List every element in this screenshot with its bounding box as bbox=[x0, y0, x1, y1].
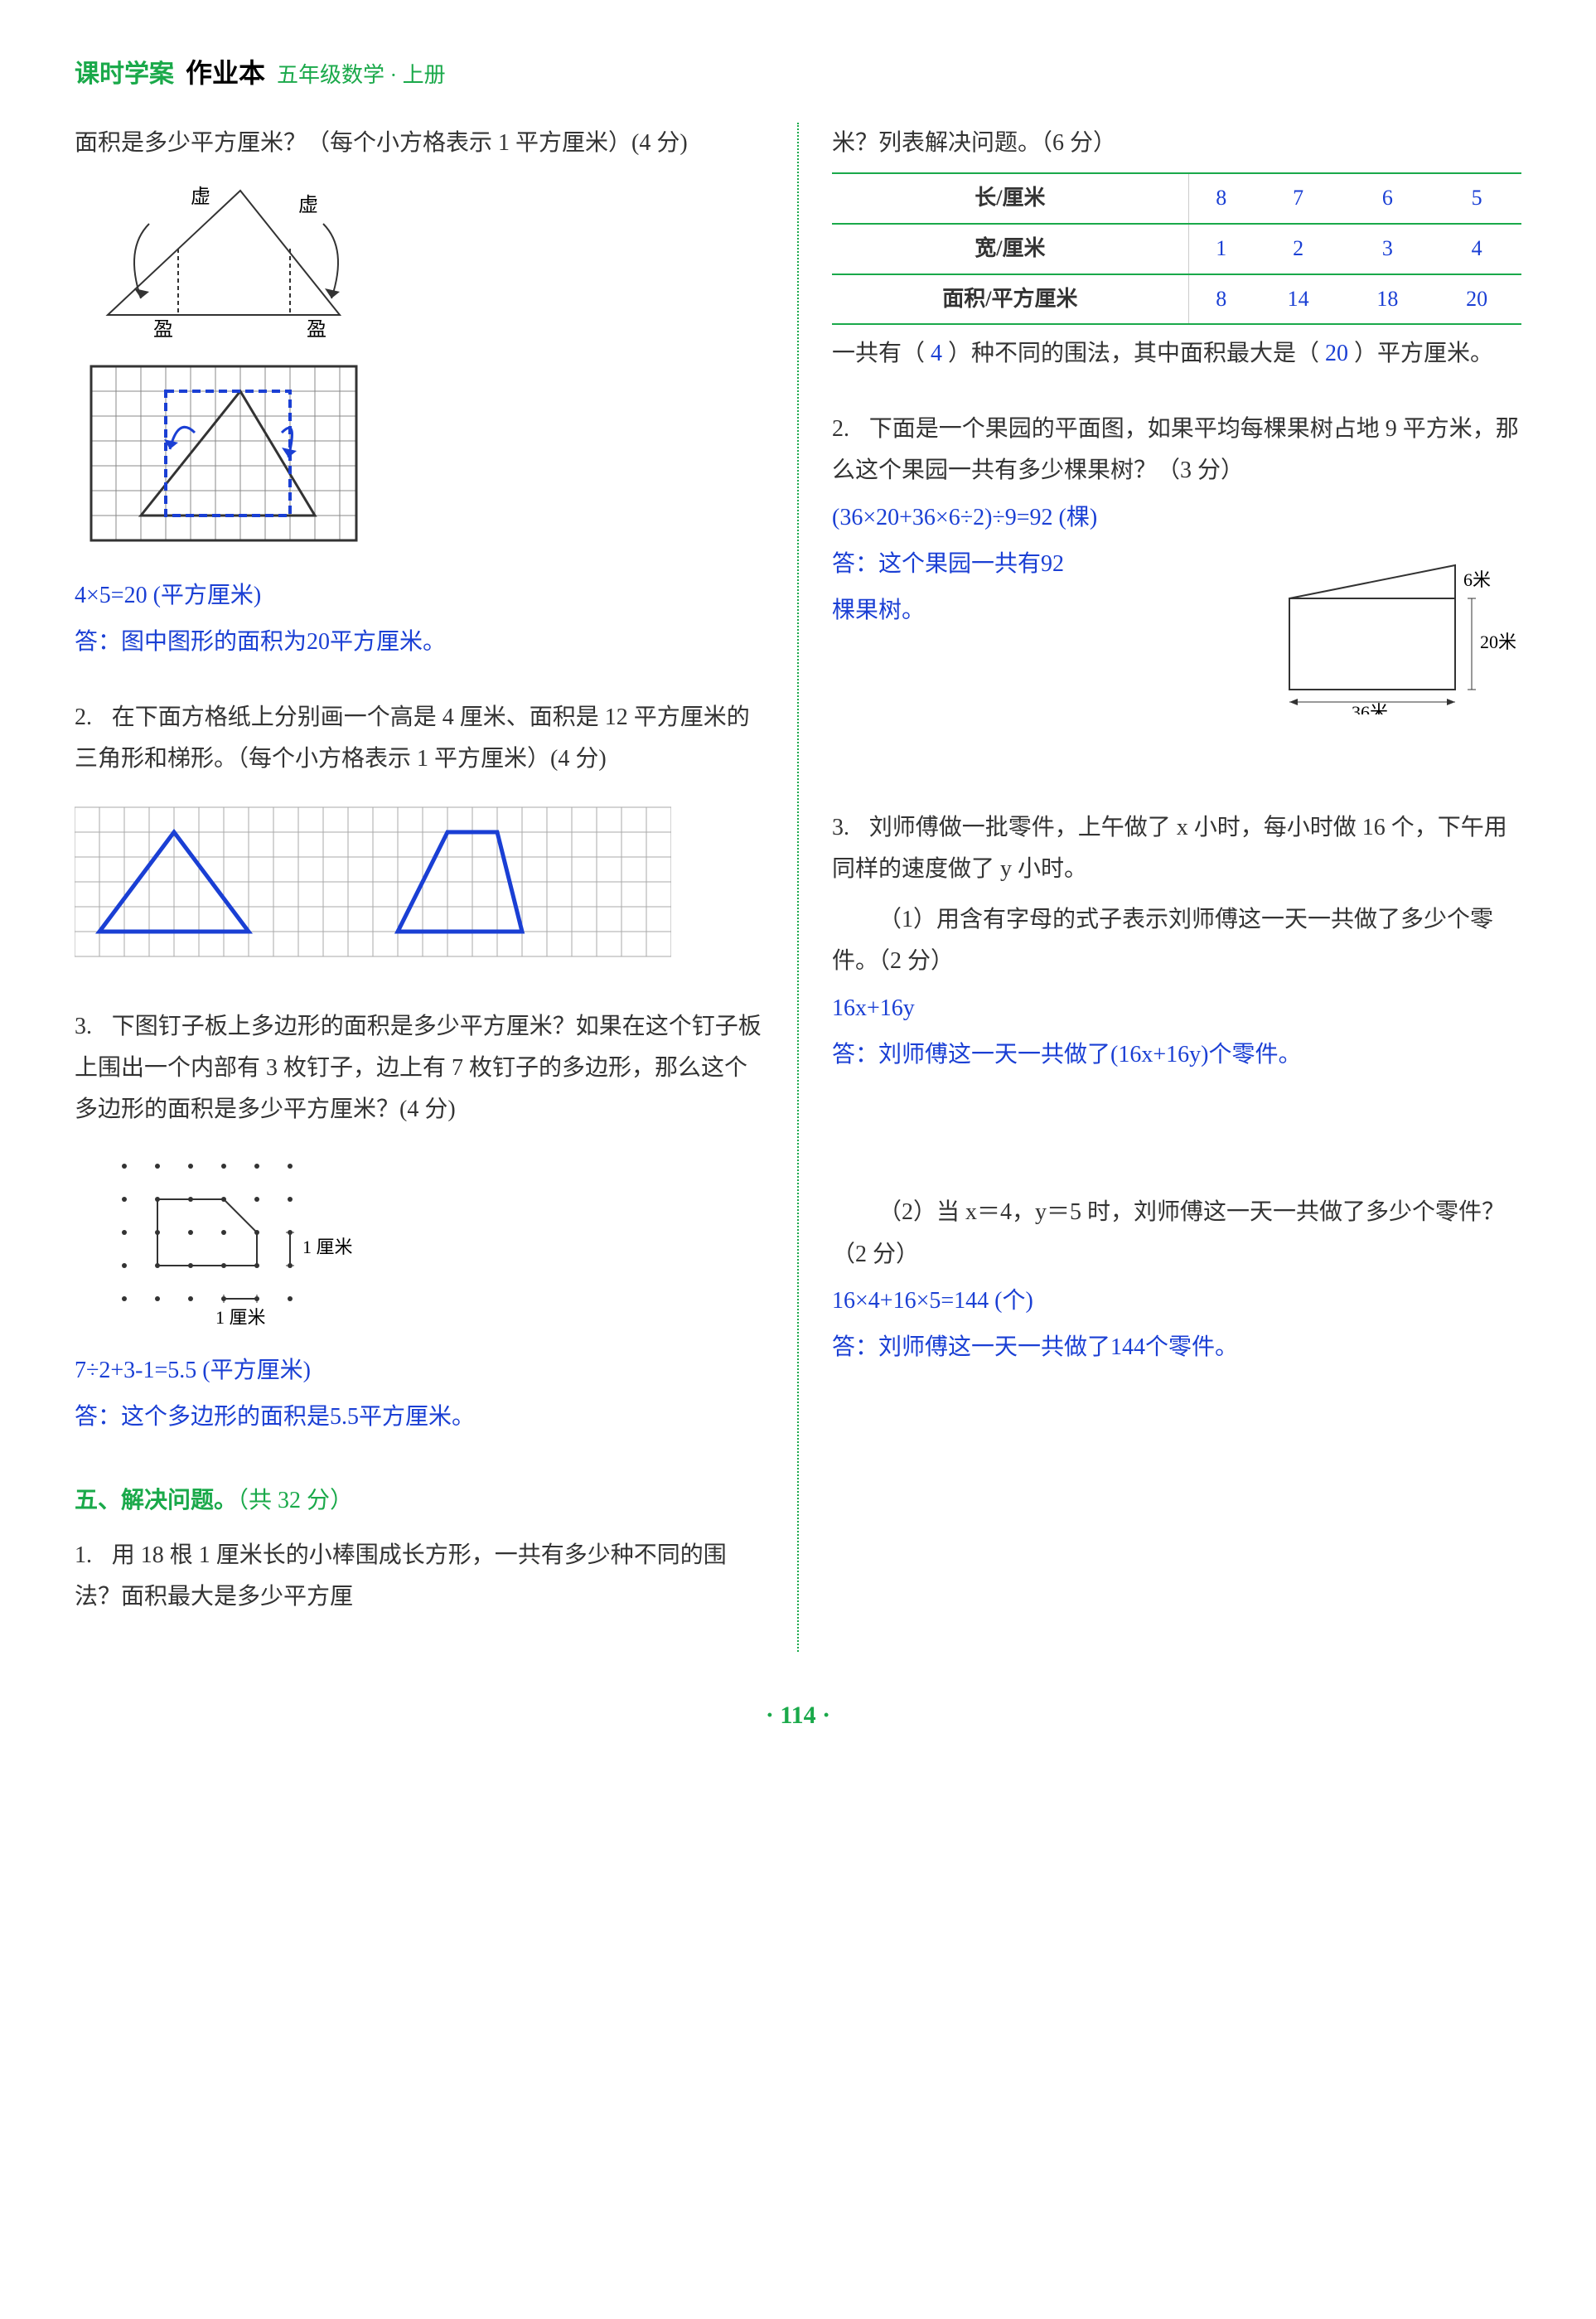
left-q3-text: 3.下图钉子板上多边形的面积是多少平方厘米？如果在这个钉子板上围出一个内部有 3… bbox=[75, 1006, 764, 1131]
left-column: 面积是多少平方厘米？（每个小方格表示 1 平方厘米）(4 分) 虚 虚 盈 盈 bbox=[75, 123, 764, 1652]
dim-bottom: 36米 bbox=[1352, 702, 1388, 714]
table-cell: 14 bbox=[1254, 274, 1343, 325]
brand-subtitle: 五年级数学 · 上册 bbox=[277, 56, 446, 95]
dim-right: 20米 bbox=[1480, 632, 1516, 652]
label-xu2: 虚 bbox=[298, 194, 318, 216]
left-q1-calc: 4×5=20 (平方厘米) bbox=[75, 575, 764, 617]
right-q2-calc: (36×20+36×6÷2)÷9=92 (棵) bbox=[832, 497, 1521, 539]
right-q2-ans2: 棵果树。 bbox=[832, 590, 1256, 632]
right-q2: 2.下面是一个果园的平面图，如果平均每棵果树占地 9 平方米，那么这个果园一共有… bbox=[832, 409, 1521, 724]
right-q3-sub1: （1）用含有字母的式子表示刘师傅这一天一共做了多少个零件。（2 分） bbox=[832, 899, 1521, 983]
right-q2-ans1: 答：这个果园一共有92 bbox=[832, 544, 1256, 585]
table-cell: 2 bbox=[1254, 224, 1343, 274]
label-xu: 虚 bbox=[191, 186, 210, 208]
right-q3-ans1: 答：刘师傅这一天一共做了(16x+16y)个零件。 bbox=[832, 1034, 1521, 1076]
table-cell: 18 bbox=[1343, 274, 1433, 325]
left-q3: 3.下图钉子板上多边形的面积是多少平方厘米？如果在这个钉子板上围出一个内部有 3… bbox=[75, 1006, 764, 1439]
table-header: 宽/厘米 bbox=[832, 224, 1188, 274]
right-q1-cont: 米？列表解决问题。（6 分） bbox=[832, 123, 1521, 164]
right-q3: 3.刘师傅做一批零件，上午做了 x 小时，每小时做 16 个，下午用同样的速度做… bbox=[832, 807, 1521, 1369]
unit-label-1: 1 厘米 bbox=[302, 1237, 353, 1257]
left-q3-calc: 7÷2+3-1=5.5 (平方厘米) bbox=[75, 1350, 764, 1392]
table-cell: 8 bbox=[1188, 274, 1253, 325]
right-q2-text: 2.下面是一个果园的平面图，如果平均每棵果树占地 9 平方米，那么这个果园一共有… bbox=[832, 409, 1521, 492]
right-q3-ans2: 答：刘师傅这一天一共做了144个零件。 bbox=[832, 1327, 1521, 1368]
table-header: 面积/平方厘米 bbox=[832, 274, 1188, 325]
left-q1-ans: 答：图中图形的面积为20平方厘米。 bbox=[75, 622, 764, 663]
dim-top: 6米 bbox=[1463, 569, 1491, 590]
unit-label-2: 1 厘米 bbox=[215, 1307, 266, 1328]
left-q1-figure-top: 虚 虚 盈 盈 bbox=[75, 174, 373, 340]
left-q2-grid bbox=[75, 791, 671, 973]
left-q2: 2.在下面方格纸上分别画一个高是 4 厘米、面积是 12 平方厘米的三角形和梯形… bbox=[75, 697, 764, 973]
left-q1: 面积是多少平方厘米？（每个小方格表示 1 平方厘米）(4 分) 虚 虚 盈 盈 bbox=[75, 123, 764, 664]
column-divider bbox=[797, 123, 799, 1652]
table-cell: 4 bbox=[1432, 224, 1521, 274]
right-q1: 米？列表解决问题。（6 分） 长/厘米 8 7 6 5 宽/厘米 1 2 3 4 bbox=[832, 123, 1521, 375]
right-q3-calc2: 16×4+16×5=144 (个) bbox=[832, 1281, 1521, 1322]
right-q3-text: 3.刘师傅做一批零件，上午做了 x 小时，每小时做 16 个，下午用同样的速度做… bbox=[832, 807, 1521, 891]
left-q3-ans: 答：这个多边形的面积是5.5平方厘米。 bbox=[75, 1397, 764, 1438]
main-columns: 面积是多少平方厘米？（每个小方格表示 1 平方厘米）(4 分) 虚 虚 盈 盈 bbox=[75, 123, 1521, 1652]
label-ying2: 盈 bbox=[307, 319, 326, 340]
left-q5-1-text: 1.用 18 根 1 厘米长的小棒围成长方形，一共有多少种不同的围法？面积最大是… bbox=[75, 1535, 764, 1619]
left-q1-grid bbox=[75, 350, 373, 565]
table-cell: 20 bbox=[1432, 274, 1521, 325]
left-q5-1: 1.用 18 根 1 厘米长的小棒围成长方形，一共有多少种不同的围法？面积最大是… bbox=[75, 1535, 764, 1619]
right-q1-table: 长/厘米 8 7 6 5 宽/厘米 1 2 3 4 面积/平方厘米 8 14 bbox=[832, 172, 1521, 325]
table-cell: 3 bbox=[1343, 224, 1433, 274]
brand-primary: 课时学案 bbox=[75, 52, 174, 97]
page-header: 课时学案 作业本 五年级数学 · 上册 bbox=[75, 50, 1521, 98]
right-q3-sub2: （2）当 x＝4，y＝5 时，刘师傅这一天一共做了多少个零件？（2 分） bbox=[832, 1192, 1521, 1276]
left-q1-text: 面积是多少平方厘米？（每个小方格表示 1 平方厘米）(4 分) bbox=[75, 123, 764, 164]
section-5-title: 五、解决问题。（共 32 分） bbox=[75, 1480, 764, 1522]
left-q3-pegboard: 1 厘米 1 厘米 bbox=[75, 1141, 423, 1340]
label-ying: 盈 bbox=[153, 319, 173, 340]
table-cell: 6 bbox=[1343, 173, 1433, 224]
table-header: 长/厘米 bbox=[832, 173, 1188, 224]
table-cell: 7 bbox=[1254, 173, 1343, 224]
table-cell: 5 bbox=[1432, 173, 1521, 224]
table-row: 长/厘米 8 7 6 5 bbox=[832, 173, 1521, 224]
left-q2-text: 2.在下面方格纸上分别画一个高是 4 厘米、面积是 12 平方厘米的三角形和梯形… bbox=[75, 697, 764, 781]
brand-secondary: 作业本 bbox=[186, 50, 265, 98]
right-q1-fill: 一共有（ 4 ）种不同的围法，其中面积最大是（ 20 ）平方厘米。 bbox=[832, 333, 1521, 375]
table-cell: 1 bbox=[1188, 224, 1253, 274]
right-q3-calc1: 16x+16y bbox=[832, 988, 1521, 1029]
table-row: 面积/平方厘米 8 14 18 20 bbox=[832, 274, 1521, 325]
table-cell: 8 bbox=[1188, 173, 1253, 224]
page-number: · 114 · bbox=[75, 1693, 1521, 1738]
right-column: 米？列表解决问题。（6 分） 长/厘米 8 7 6 5 宽/厘米 1 2 3 4 bbox=[832, 123, 1521, 1652]
table-row: 宽/厘米 1 2 3 4 bbox=[832, 224, 1521, 274]
right-q2-figure: 6米 20米 36米 bbox=[1273, 549, 1521, 714]
right-q2-row: 答：这个果园一共有92 棵果树。 6米 20米 36米 bbox=[832, 539, 1521, 724]
